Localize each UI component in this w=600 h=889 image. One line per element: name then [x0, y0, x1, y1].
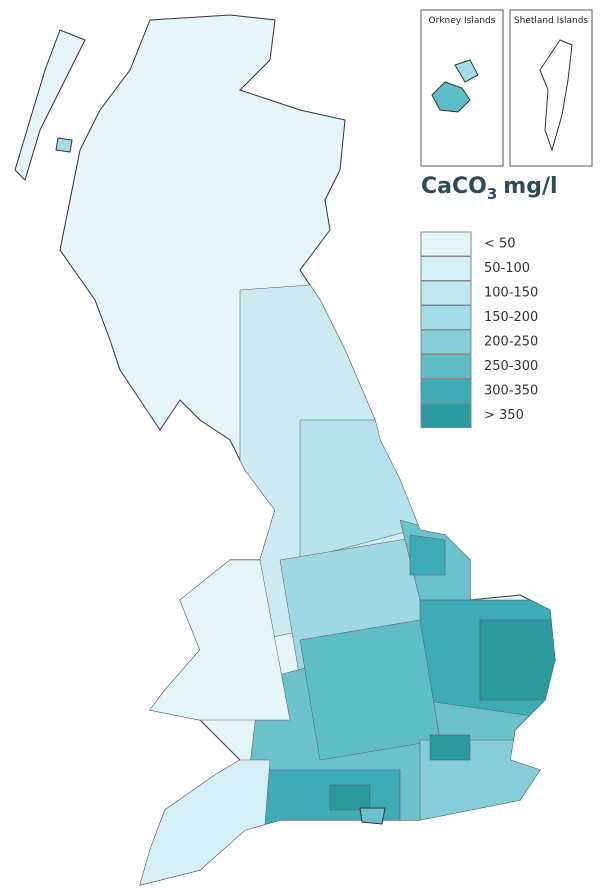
legend-swatch: [420, 378, 472, 404]
outer-hebrides: [14, 29, 86, 181]
legend-label: < 50: [484, 237, 516, 252]
legend-swatch: [420, 403, 472, 428]
inset-label: Orkney Islands: [429, 16, 496, 26]
legend-label: 150-200: [484, 310, 538, 325]
orkney: [431, 81, 471, 113]
insets: Orkney Islands Shetland Islands: [420, 9, 593, 167]
legend-label: > 350: [484, 408, 524, 423]
legend-swatch: [420, 280, 472, 306]
inset-box: [420, 9, 504, 167]
norfolk-suffolk: [479, 619, 555, 701]
legend-swatch: [420, 256, 472, 281]
great-britain: [14, 14, 556, 886]
legend-label: 200-250: [484, 335, 538, 350]
legend-label: 100-150: [484, 286, 538, 301]
lincoln-patch: [409, 534, 446, 576]
dorset-patch: [329, 784, 371, 811]
south-west: [119, 759, 271, 885]
legend-swatch: [420, 354, 472, 379]
legend-label: 50-100: [484, 261, 530, 276]
skye-patch: [55, 137, 73, 153]
legend-title: CaCO3 mg/l: [421, 174, 558, 203]
shetland: [539, 39, 573, 152]
legend-swatch: [420, 329, 472, 355]
legend-swatch: [420, 231, 472, 257]
legend: < 50 50-100 100-150 150-200 200-250 250-300 30…: [420, 231, 538, 428]
legend-swatch: [420, 305, 472, 330]
regions: [119, 279, 555, 885]
thames-valley: [299, 619, 441, 761]
orkney-north: [454, 59, 479, 83]
legend-label: 250-300: [484, 359, 538, 374]
isle-of-wight: [359, 807, 386, 825]
legend-label: 300-350: [484, 384, 538, 399]
inset-label: Shetland Islands: [514, 16, 589, 26]
london: [429, 734, 471, 761]
